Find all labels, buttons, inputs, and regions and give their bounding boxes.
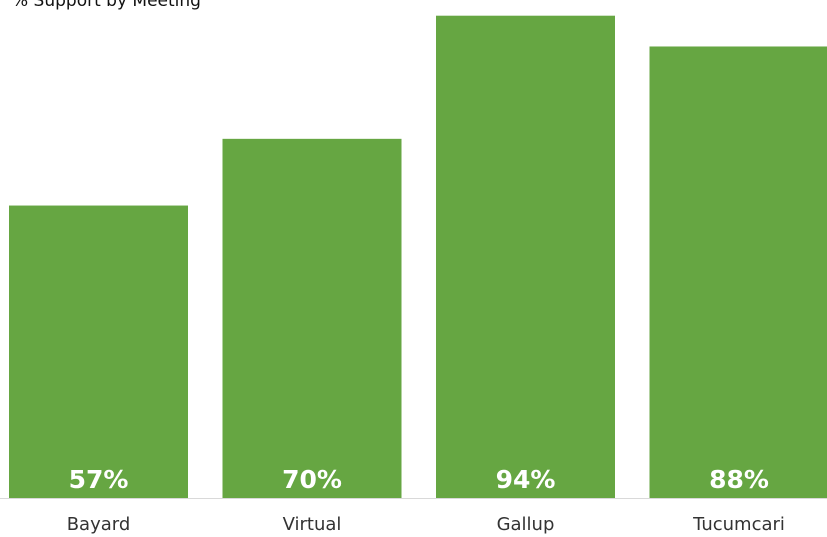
tick-label-tucumcari: Tucumcari (692, 514, 785, 535)
bar-bayard (9, 205, 188, 499)
bars-group (9, 15, 827, 499)
value-label-bayard: 57% (69, 465, 129, 494)
bar-virtual (222, 138, 402, 498)
value-labels-group: 57% 70% 94% 88% (69, 465, 769, 494)
bar-gallup (436, 15, 615, 498)
value-label-tucumcari: 88% (709, 465, 769, 494)
chart-title: % Support by Meeting (12, 0, 201, 11)
bar-tucumcari (649, 46, 827, 498)
tick-label-bayard: Bayard (67, 514, 131, 535)
value-label-gallup: 94% (496, 465, 556, 494)
tick-label-gallup: Gallup (497, 514, 555, 535)
tick-label-virtual: Virtual (283, 514, 342, 535)
tick-labels-group: Bayard Virtual Gallup Tucumcari (67, 514, 785, 535)
value-label-virtual: 70% (282, 465, 342, 494)
